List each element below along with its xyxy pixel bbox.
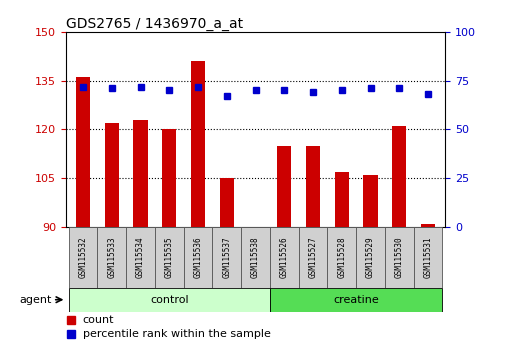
Text: count: count — [83, 315, 114, 325]
Bar — [183, 227, 212, 288]
Bar — [69, 288, 269, 312]
Text: GSM115532: GSM115532 — [78, 236, 87, 278]
Text: agent: agent — [20, 295, 52, 305]
Text: GSM115530: GSM115530 — [394, 236, 403, 278]
Text: GSM115527: GSM115527 — [308, 236, 317, 278]
Text: GSM115536: GSM115536 — [193, 236, 202, 278]
Text: GDS2765 / 1436970_a_at: GDS2765 / 1436970_a_at — [66, 17, 242, 31]
Bar — [356, 227, 384, 288]
Bar — [327, 227, 356, 288]
Text: GSM115534: GSM115534 — [136, 236, 145, 278]
Bar — [384, 227, 413, 288]
Text: GSM115535: GSM115535 — [165, 236, 173, 278]
Bar — [97, 227, 126, 288]
Bar — [269, 288, 441, 312]
Bar — [212, 227, 241, 288]
Bar — [413, 227, 441, 288]
Text: GSM115537: GSM115537 — [222, 236, 231, 278]
Text: GSM115529: GSM115529 — [365, 236, 374, 278]
Bar — [420, 224, 434, 227]
Bar — [334, 172, 348, 227]
Text: GSM115533: GSM115533 — [107, 236, 116, 278]
Bar — [269, 227, 298, 288]
Text: control: control — [149, 295, 188, 305]
Text: percentile rank within the sample: percentile rank within the sample — [83, 329, 270, 339]
Text: GSM115528: GSM115528 — [337, 236, 345, 278]
Text: GSM115526: GSM115526 — [279, 236, 288, 278]
Bar — [277, 146, 291, 227]
Bar — [248, 227, 262, 234]
Bar — [105, 123, 119, 227]
Bar — [155, 227, 183, 288]
Bar — [219, 178, 233, 227]
Bar — [76, 78, 90, 227]
Bar — [363, 175, 377, 227]
Bar — [162, 130, 176, 227]
Bar — [133, 120, 147, 227]
Text: GSM115538: GSM115538 — [250, 236, 260, 278]
Bar — [305, 146, 320, 227]
Bar — [298, 227, 327, 288]
Bar — [126, 227, 155, 288]
Text: creatine: creatine — [333, 295, 378, 305]
Bar — [241, 227, 269, 288]
Bar — [190, 61, 205, 227]
Text: GSM115531: GSM115531 — [423, 236, 432, 278]
Bar — [391, 126, 406, 227]
Bar — [69, 227, 97, 288]
